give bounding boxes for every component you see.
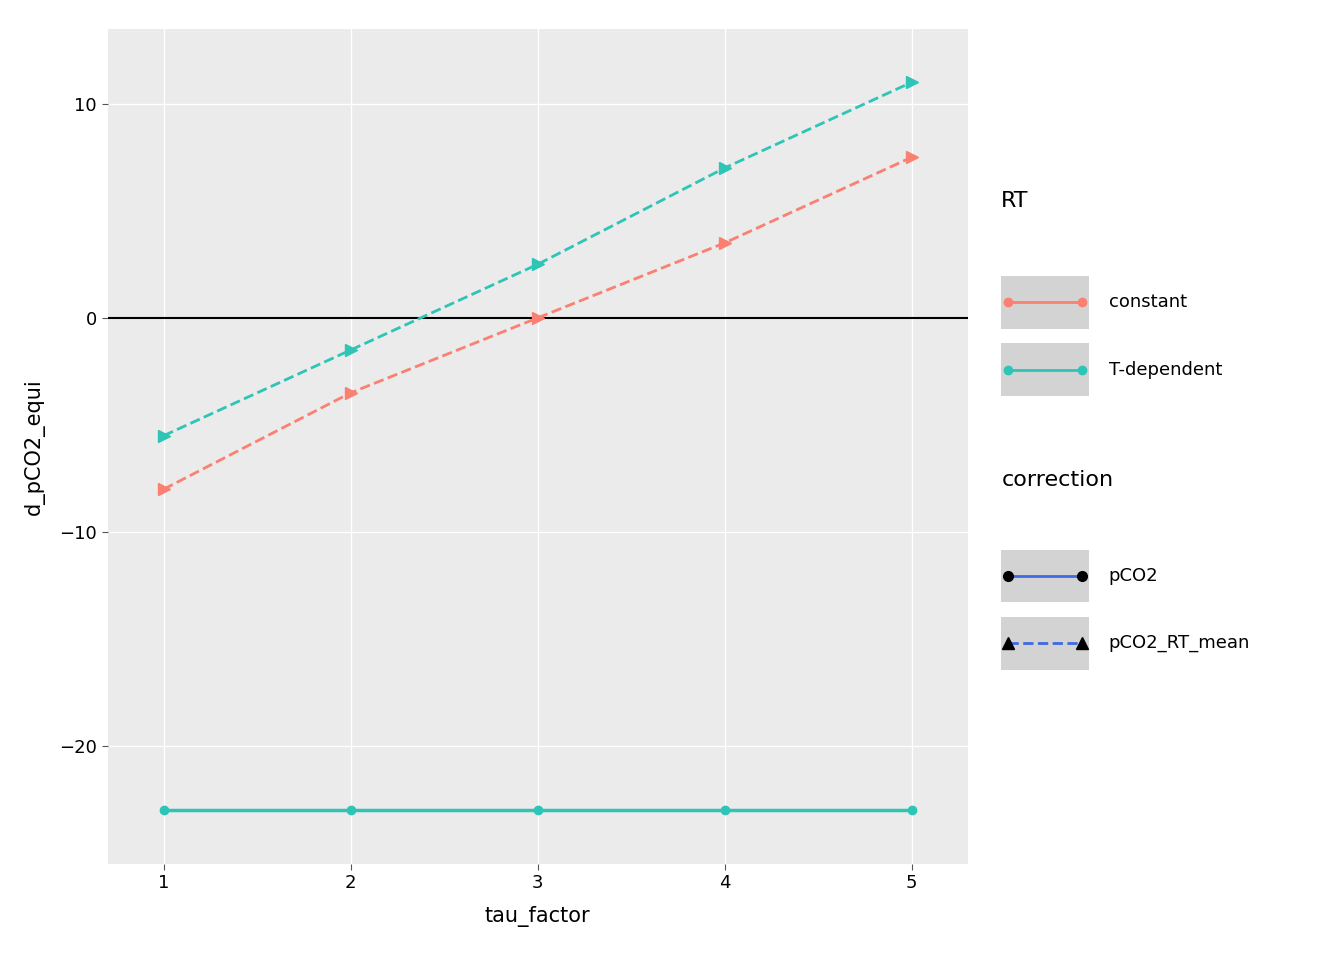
Text: RT: RT [1001, 191, 1028, 211]
Text: correction: correction [1001, 469, 1113, 490]
X-axis label: tau_factor: tau_factor [485, 906, 590, 927]
Text: pCO2_RT_mean: pCO2_RT_mean [1109, 635, 1250, 652]
Y-axis label: d_pCO2_equi: d_pCO2_equi [24, 378, 46, 515]
Text: pCO2: pCO2 [1109, 567, 1159, 585]
Text: T-dependent: T-dependent [1109, 361, 1222, 378]
Text: constant: constant [1109, 294, 1187, 311]
